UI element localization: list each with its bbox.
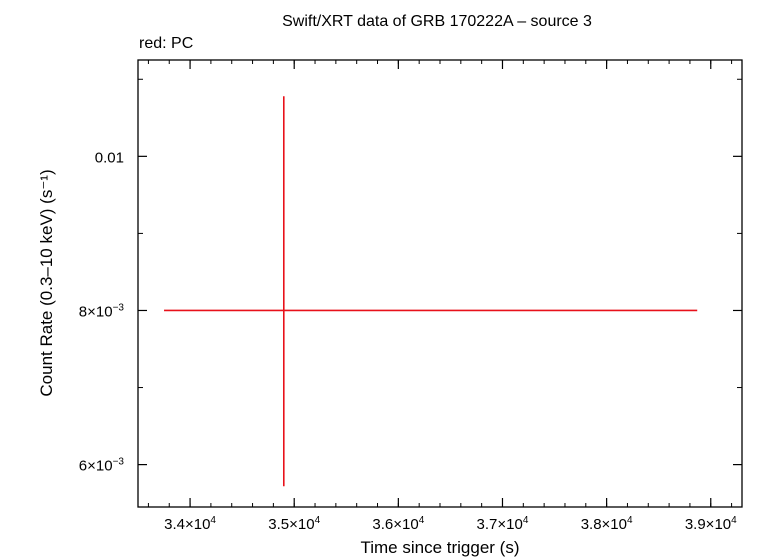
x-tick-label: 3.4×104 [164,515,216,533]
x-tick-label: 3.9×104 [685,515,737,533]
x-tick-label: 3.7×104 [477,515,529,533]
y-tick-labels: 6×10−3 8×10−3 0.01 [79,149,125,474]
chart-subtitle: red: PC [139,35,193,52]
chart-title: Swift/XRT data of GRB 170222A – source 3 [282,13,592,30]
y-tick-label: 6×10−3 [79,457,125,475]
x-tick-labels: 3.4×104 3.5×104 3.6×104 3.7×104 3.8×104 3.9×1… [164,515,737,533]
axis-ticks [138,60,742,507]
y-axis-label: Count Rate (0.3–10 keV) (s⁻¹) [37,169,56,396]
x-tick-label: 3.6×104 [372,515,424,533]
data-points [164,96,698,487]
x-tick-label: 3.5×104 [268,515,320,533]
x-tick-label: 3.8×104 [581,515,633,533]
x-axis-label: Time since trigger (s) [360,538,519,557]
y-tick-label: 8×10−3 [79,302,125,320]
plot-frame [137,59,743,508]
y-tick-label: 0.01 [95,149,124,166]
